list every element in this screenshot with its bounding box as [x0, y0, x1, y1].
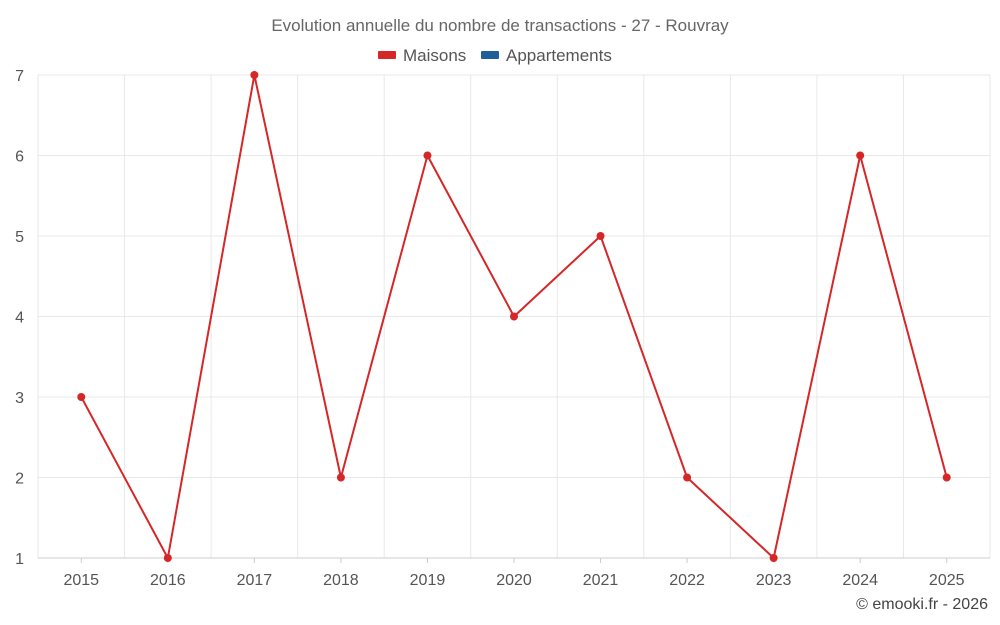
data-point-maisons-2023[interactable] [769, 554, 778, 562]
x-tick-label: 2016 [150, 572, 186, 589]
legend: Maisons Appartements [378, 46, 612, 65]
y-tick-label: 1 [15, 551, 24, 568]
y-tick-label: 6 [15, 149, 24, 166]
y-tick-label: 4 [15, 310, 24, 327]
data-point-maisons-2020[interactable] [510, 312, 518, 321]
x-tick-label: 2018 [323, 572, 359, 589]
data-point-maisons-2018[interactable] [336, 473, 345, 482]
legend-item-maisons[interactable]: Maisons [378, 46, 466, 65]
legend-swatch-appartements [481, 51, 499, 59]
x-tick-label: 2017 [237, 572, 273, 589]
x-tick-label: 2025 [929, 572, 965, 589]
data-point-maisons-2017[interactable] [250, 71, 259, 79]
data-point-maisons-2022[interactable] [683, 473, 692, 482]
x-tick-label: 2021 [583, 572, 619, 589]
data-point-maisons-2021[interactable] [596, 232, 605, 240]
legend-label-maisons: Maisons [403, 46, 466, 65]
data-point-maisons-2019[interactable] [423, 151, 432, 160]
series-layer [77, 71, 951, 562]
data-point-maisons-2024[interactable] [856, 151, 865, 160]
chart-title: Evolution annuelle du nombre de transact… [271, 16, 729, 35]
x-tick-label: 2022 [669, 572, 705, 589]
axes [38, 557, 990, 563]
grid [37, 74, 991, 558]
x-tick-label: 2020 [496, 572, 532, 589]
y-tick-label: 3 [15, 390, 24, 407]
legend-item-appartements[interactable]: Appartements [481, 46, 612, 65]
y-axis-ticks: 1 2 3 4 5 6 7 [15, 68, 24, 568]
x-tick-label: 2024 [842, 572, 878, 589]
credit-text: © emooki.fr - 2026 [856, 596, 988, 613]
y-tick-label: 2 [15, 471, 24, 488]
x-tick-label: 2015 [63, 572, 99, 589]
data-point-maisons-2016[interactable] [163, 554, 172, 562]
x-axis-ticks: 2015 2016 2017 2018 2019 2020 2021 2022 2023 2024… [63, 572, 964, 589]
x-tick-label: 2019 [410, 572, 446, 589]
y-tick-label: 7 [15, 68, 24, 85]
x-tick-label: 2023 [756, 572, 792, 589]
data-point-maisons-2015[interactable] [77, 393, 86, 401]
legend-swatch-maisons [378, 51, 396, 59]
legend-label-appartements: Appartements [506, 46, 612, 65]
y-tick-label: 5 [15, 229, 24, 246]
data-point-maisons-2025[interactable] [942, 473, 951, 482]
